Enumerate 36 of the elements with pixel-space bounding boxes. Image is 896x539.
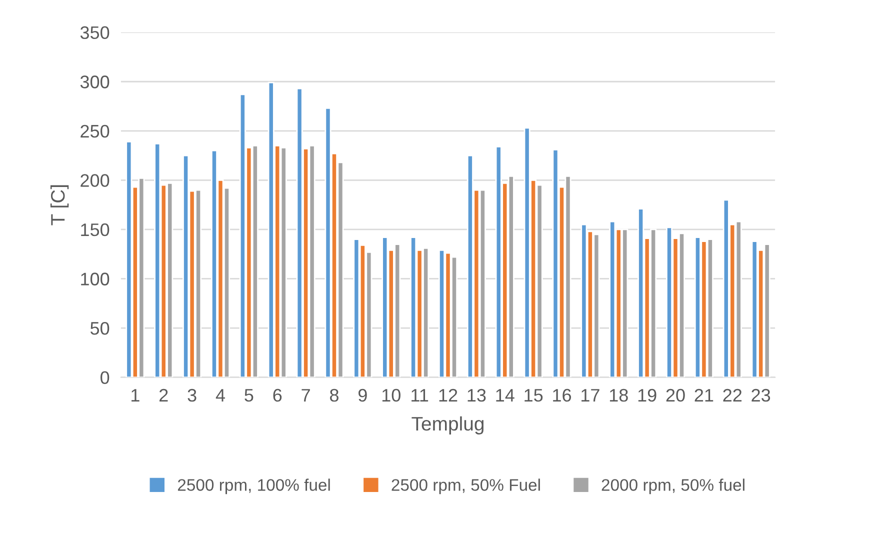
legend-label: 2500 rpm, 50% Fuel xyxy=(392,478,540,494)
x-tick-label: 16 xyxy=(553,388,571,402)
x-axis-title: Templug xyxy=(412,416,484,434)
y-axis-title: T [C] xyxy=(50,185,69,226)
x-tick-label: 9 xyxy=(358,388,367,402)
x-tick-label: 4 xyxy=(216,389,225,402)
x-tick-label: 23 xyxy=(752,388,770,402)
x-tick-label: 6 xyxy=(273,388,282,402)
y-tick-label: 300 xyxy=(80,76,110,88)
x-tick-label: 2 xyxy=(160,388,168,402)
x-tick-label: 14 xyxy=(496,389,514,402)
x-tick-label: 20 xyxy=(666,388,685,402)
x-tick-label: 12 xyxy=(439,388,458,402)
y-tick-label: 100 xyxy=(81,272,110,286)
x-tick-label: 1 xyxy=(132,389,140,402)
x-tick-label: 22 xyxy=(723,388,742,402)
y-tick-label: 0 xyxy=(100,371,110,384)
x-tick-label: 10 xyxy=(382,388,400,402)
x-tick-label: 7 xyxy=(302,389,310,402)
x-tick-label: 5 xyxy=(244,389,254,402)
x-tick-label: 13 xyxy=(468,388,486,402)
x-tick-label: 17 xyxy=(582,389,600,402)
x-tick-label: 8 xyxy=(330,388,338,402)
y-tick-label: 200 xyxy=(80,174,110,187)
x-tick-label: 15 xyxy=(524,389,543,402)
x-tick-label: 21 xyxy=(694,388,714,402)
legend-label: 2000 rpm, 50% fuel xyxy=(602,478,744,494)
y-tick-label: 250 xyxy=(80,124,110,138)
x-tick-label: 11 xyxy=(412,389,428,402)
y-tick-label: 350 xyxy=(80,26,110,40)
legend-label: 2500 rpm, 100% fuel xyxy=(178,478,330,494)
x-tick-label: 19 xyxy=(638,388,656,402)
x-tick-label: 18 xyxy=(610,388,628,402)
y-tick-label: 150 xyxy=(81,223,110,236)
y-tick-label: 50 xyxy=(90,322,110,335)
x-tick-label: 3 xyxy=(188,388,196,402)
